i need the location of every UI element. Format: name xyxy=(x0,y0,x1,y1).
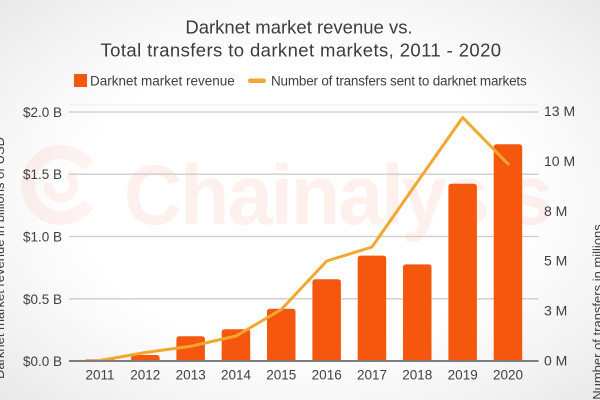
svg-text:2013: 2013 xyxy=(176,368,206,383)
svg-text:13 M: 13 M xyxy=(544,103,575,119)
svg-text:$1.0 B: $1.0 B xyxy=(23,230,62,245)
svg-text:2015: 2015 xyxy=(266,368,296,383)
svg-text:Chainalysis: Chainalysis xyxy=(124,149,551,243)
svg-text:0 M: 0 M xyxy=(544,353,567,369)
svg-text:8 M: 8 M xyxy=(544,203,567,219)
svg-text:$0.0 B: $0.0 B xyxy=(23,354,62,369)
svg-text:$1.5 B: $1.5 B xyxy=(23,167,62,182)
svg-text:Number of transfers in million: Number of transfers in millions xyxy=(590,224,600,400)
svg-text:$0.5 B: $0.5 B xyxy=(23,292,62,307)
svg-text:2016: 2016 xyxy=(312,368,342,383)
svg-text:2020: 2020 xyxy=(493,368,523,383)
svg-text:Darknet market revenue vs.: Darknet market revenue vs. xyxy=(185,17,412,38)
svg-text:$2.0 B: $2.0 B xyxy=(23,105,62,120)
svg-text:Number of transfers sent to da: Number of transfers sent to darknet mark… xyxy=(271,74,527,89)
svg-text:3 M: 3 M xyxy=(544,303,567,319)
svg-text:2018: 2018 xyxy=(402,368,432,383)
svg-text:5 M: 5 M xyxy=(544,253,567,269)
svg-text:10 M: 10 M xyxy=(544,153,575,169)
svg-text:Darknet market revenue in bill: Darknet market revenue in billions of US… xyxy=(0,137,7,379)
svg-text:Total transfers to darknet mar: Total transfers to darknet markets, 2011… xyxy=(101,40,502,61)
svg-text:2017: 2017 xyxy=(357,368,387,383)
svg-text:2019: 2019 xyxy=(448,368,478,383)
svg-text:Darknet market revenue: Darknet market revenue xyxy=(90,74,235,89)
svg-text:2012: 2012 xyxy=(130,368,160,383)
svg-text:2011: 2011 xyxy=(85,368,114,383)
svg-text:2014: 2014 xyxy=(221,368,252,383)
